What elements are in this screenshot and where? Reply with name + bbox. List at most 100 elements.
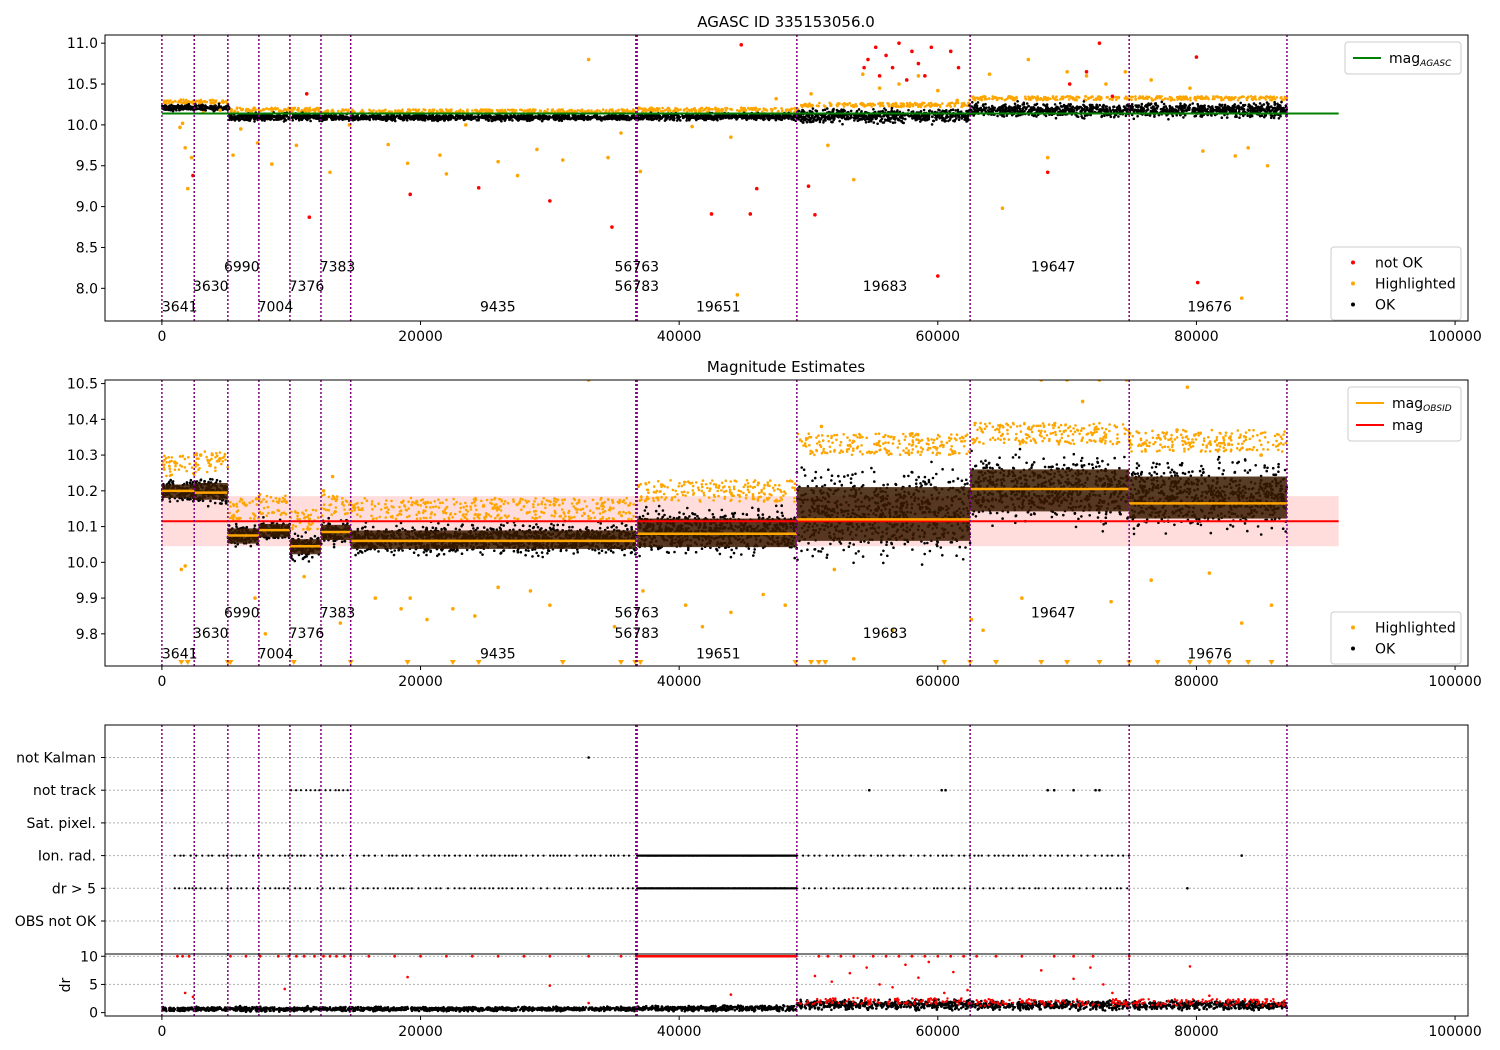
highlighted-point [1145, 97, 1148, 100]
ok-point [247, 114, 251, 118]
highlighted-point [1233, 96, 1237, 99]
ok-point [1257, 105, 1260, 109]
ok-point [951, 108, 955, 111]
ok-point [347, 119, 351, 122]
ok-point [887, 119, 890, 122]
highlighted-point [818, 101, 821, 105]
ok-point [532, 116, 535, 119]
ok-point [1150, 106, 1153, 110]
highlighted-point [901, 102, 905, 105]
ok-point [214, 104, 217, 108]
highlighted-point [750, 107, 754, 111]
ok-point [355, 114, 358, 118]
highlighted-point [947, 102, 950, 106]
highlighted-point [859, 102, 863, 105]
ok-point [657, 115, 660, 118]
highlighted-point [432, 108, 436, 111]
highlighted-point [808, 102, 811, 105]
highlighted-point [709, 107, 713, 111]
ok-point [412, 116, 415, 119]
ok-point [1270, 105, 1273, 108]
ok-point [1246, 114, 1249, 117]
ok-point [1140, 102, 1144, 106]
ok-point [378, 117, 381, 121]
ok-point [1075, 114, 1079, 118]
highlighted-point [261, 108, 265, 112]
highlighted-point [851, 105, 855, 108]
ok-point [881, 121, 885, 124]
highlighted-point [716, 107, 719, 111]
highlighted-point [679, 108, 682, 111]
highlighted-point [479, 108, 483, 111]
ok-point [890, 106, 894, 110]
highlighted-point [303, 107, 307, 111]
ok-point [357, 118, 360, 122]
ok-point [186, 103, 189, 107]
ok-point [801, 108, 804, 112]
highlighted-point [1099, 95, 1103, 99]
highlighted-point [314, 109, 317, 113]
ok-point [454, 118, 458, 122]
ok-point [1094, 106, 1097, 109]
ok-point [1071, 105, 1074, 108]
highlighted-point [1156, 95, 1159, 98]
ok-point [623, 117, 626, 121]
ok-point [170, 103, 173, 107]
highlighted-point [401, 108, 404, 111]
highlighted-point [868, 102, 872, 106]
ok-point [807, 114, 810, 117]
highlighted-point [1179, 95, 1182, 99]
ok-point [857, 108, 861, 111]
ok-point [588, 116, 591, 120]
ok-point [632, 116, 636, 120]
ok-point [759, 117, 762, 120]
highlighted-point [307, 108, 311, 112]
ok-point [347, 116, 350, 120]
highlighted-point [185, 99, 188, 102]
ok-point [1276, 105, 1279, 108]
ok-point [1247, 103, 1251, 106]
ok-point [437, 115, 441, 118]
highlighted-point [918, 102, 922, 106]
ok-point [802, 118, 805, 122]
ok-point [768, 116, 772, 120]
highlighted-point [1216, 95, 1219, 98]
highlighted-point [753, 108, 756, 111]
ok-point [519, 115, 522, 118]
highlighted-point [730, 108, 734, 111]
ok-point [747, 117, 751, 120]
highlighted-point [929, 105, 932, 108]
ok-point [1276, 102, 1279, 106]
ok-point [481, 114, 484, 117]
ok-point [253, 120, 256, 123]
ok-point [217, 106, 221, 109]
ok-point [471, 116, 474, 119]
ok-point [1221, 103, 1224, 107]
ok-point [831, 120, 834, 124]
ok-point [323, 117, 327, 120]
highlighted-point [647, 108, 650, 112]
ok-point [1249, 108, 1252, 112]
ok-point [1012, 108, 1016, 111]
highlighted-point [435, 109, 439, 113]
ok-point [996, 114, 999, 118]
highlighted-point [891, 102, 895, 106]
highlighted-point [1227, 98, 1231, 102]
highlighted-point [929, 101, 933, 105]
ok-point [1239, 101, 1242, 105]
highlighted-point [1151, 98, 1155, 102]
ok-point [953, 118, 957, 122]
ok-point [477, 118, 480, 122]
ok-point [784, 116, 787, 119]
ok-point [1269, 116, 1273, 120]
highlighted-point [1160, 95, 1163, 98]
highlighted-point [1270, 99, 1274, 102]
ok-point [807, 118, 810, 122]
ok-point [1177, 109, 1180, 112]
highlighted-point [342, 109, 346, 112]
ok-point [872, 108, 875, 111]
ok-point [639, 117, 642, 121]
highlighted-point [676, 107, 679, 111]
ok-point [787, 114, 790, 118]
ok-point [222, 107, 226, 110]
